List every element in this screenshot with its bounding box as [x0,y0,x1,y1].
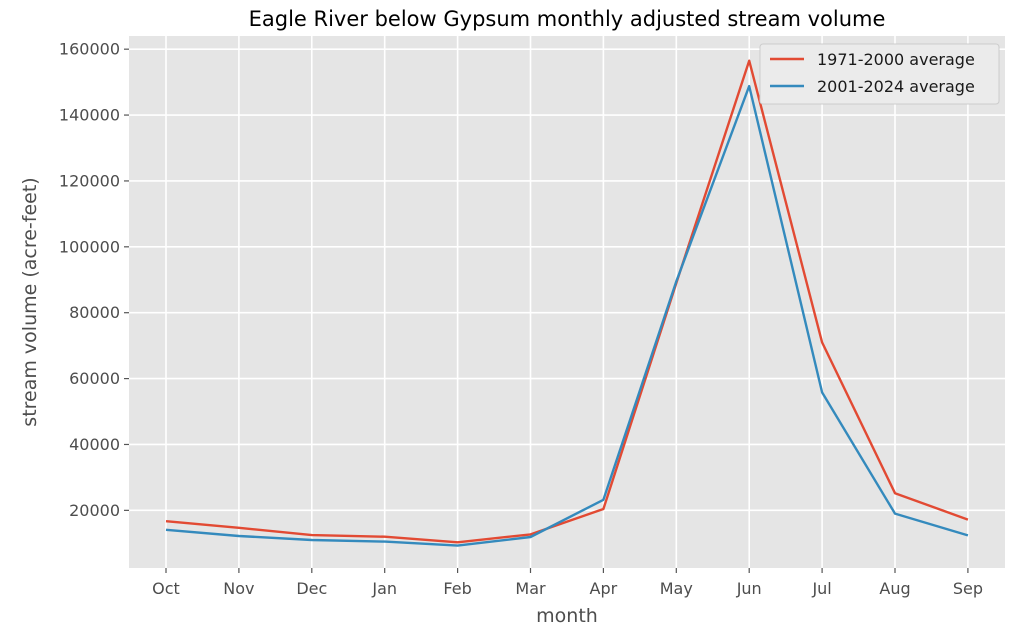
y-tick-label: 20000 [69,501,120,520]
x-tick-label: Aug [879,579,910,598]
x-tick-label: Jun [736,579,762,598]
y-tick-label: 40000 [69,435,120,454]
axis-ticks: Oct Nov Dec Jan Feb Mar Apr May Jun Jul Aug Sep 2000… [59,40,983,598]
x-tick-label: Jul [811,579,831,598]
x-tick-label: Mar [515,579,546,598]
series-line-1 [165,59,969,544]
y-tick-label: 60000 [69,369,120,388]
series-line-2 [165,84,969,547]
y-axis-label: stream volume (acre-feet) [19,177,41,426]
y-tick-label: 140000 [59,106,120,125]
y-tick-label: 80000 [69,303,120,322]
legend-label-2: 2001-2024 average [817,77,975,96]
chart-title: Eagle River below Gypsum monthly adjuste… [249,7,886,31]
x-tick-label: Sep [953,579,983,598]
x-tick-label: May [660,579,693,598]
x-tick-label: Oct [152,579,180,598]
series-lines [165,59,969,547]
plot-background [129,36,1005,568]
x-tick-label: Apr [590,579,618,598]
x-tick-label: Jan [371,579,397,598]
x-tick-label: Dec [296,579,327,598]
legend: 1971-2000 average 2001-2024 average [759,43,1000,105]
x-tick-label: Feb [443,579,471,598]
y-tick-label: 100000 [59,237,120,256]
legend-label-1: 1971-2000 average [817,50,975,69]
x-axis-label: month [536,605,598,627]
legend-box [759,43,1000,105]
y-tick-label: 120000 [59,171,120,190]
x-tick-label: Nov [223,579,254,598]
y-tick-label: 160000 [59,40,120,59]
